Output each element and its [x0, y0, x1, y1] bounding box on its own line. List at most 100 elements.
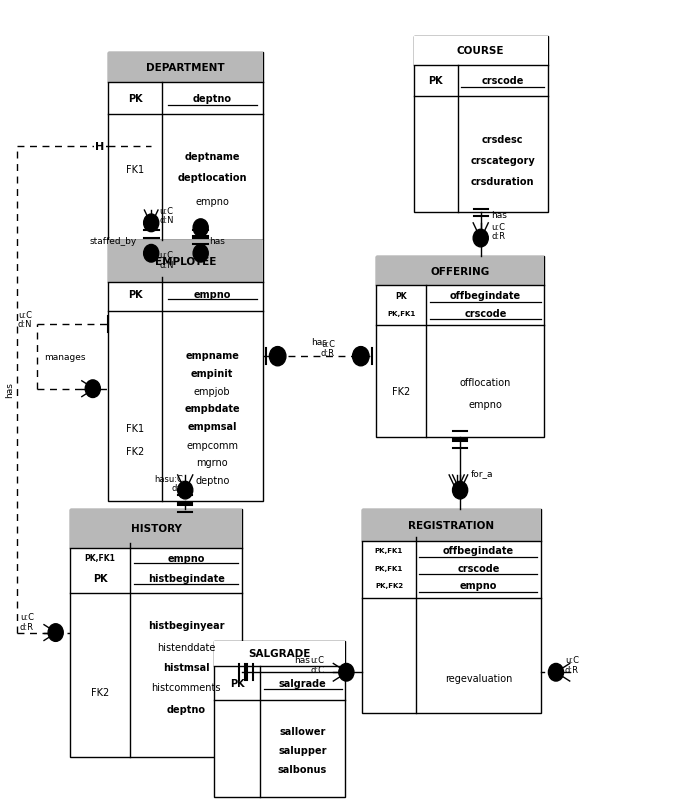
- Text: empno: empno: [168, 553, 205, 563]
- Text: PK: PK: [428, 76, 443, 87]
- Circle shape: [453, 482, 468, 500]
- Bar: [108, 54, 262, 241]
- Bar: [108, 241, 262, 501]
- Text: H: H: [95, 142, 104, 152]
- Text: crscode: crscode: [464, 309, 506, 318]
- Text: u:C: u:C: [310, 655, 324, 664]
- Text: FK2: FK2: [126, 447, 144, 456]
- Text: PK: PK: [128, 95, 142, 104]
- Text: d:N: d:N: [17, 320, 32, 329]
- Text: PK: PK: [93, 573, 108, 584]
- Text: regevaluation: regevaluation: [444, 673, 512, 683]
- Text: deptname: deptname: [184, 152, 240, 162]
- Text: u:C: u:C: [18, 310, 32, 319]
- Text: crsduration: crsduration: [471, 176, 535, 187]
- Circle shape: [339, 663, 354, 681]
- Circle shape: [269, 347, 286, 367]
- Text: histcomments: histcomments: [151, 683, 221, 692]
- Text: PK,FK1: PK,FK1: [375, 565, 403, 571]
- Text: empjob: empjob: [194, 387, 230, 397]
- Text: SALGRADE: SALGRADE: [248, 648, 311, 658]
- Text: d:C: d:C: [310, 665, 324, 674]
- Circle shape: [473, 230, 489, 248]
- Text: offbegindate: offbegindate: [450, 291, 521, 301]
- Text: empname: empname: [186, 350, 239, 360]
- Text: empno: empno: [194, 290, 231, 299]
- Text: histbegindate: histbegindate: [148, 573, 224, 584]
- Circle shape: [144, 215, 159, 233]
- Text: HISTORY: HISTORY: [130, 524, 181, 533]
- Text: histmsal: histmsal: [163, 662, 209, 672]
- Text: deptno: deptno: [195, 475, 230, 485]
- Text: empbdate: empbdate: [184, 403, 240, 414]
- Bar: [362, 509, 541, 713]
- Text: d:N: d:N: [159, 261, 174, 269]
- Text: histbeginyear: histbeginyear: [148, 621, 224, 630]
- Text: d:R: d:R: [565, 665, 579, 674]
- Text: PK,FK1: PK,FK1: [387, 310, 415, 317]
- Text: sallower: sallower: [279, 726, 326, 736]
- Circle shape: [86, 380, 100, 398]
- Text: u:C: u:C: [565, 655, 579, 664]
- Text: PK,FK1: PK,FK1: [85, 553, 116, 562]
- Text: crscode: crscode: [482, 76, 524, 87]
- Text: crscode: crscode: [457, 563, 500, 573]
- Text: deptno: deptno: [166, 705, 206, 715]
- Bar: [108, 54, 262, 83]
- Text: d:N: d:N: [159, 216, 174, 225]
- Text: u:C: u:C: [159, 206, 173, 215]
- Text: FK1: FK1: [126, 164, 144, 175]
- Text: salgrade: salgrade: [279, 678, 326, 688]
- Text: OFFERING: OFFERING: [431, 266, 490, 277]
- Text: staffed_by: staffed_by: [90, 237, 137, 245]
- Text: offlocation: offlocation: [460, 378, 511, 388]
- Bar: [376, 257, 544, 286]
- Bar: [362, 509, 541, 541]
- Bar: [215, 641, 345, 666]
- Text: salbonus: salbonus: [278, 764, 327, 774]
- Text: deptno: deptno: [193, 95, 232, 104]
- Text: FK2: FK2: [91, 687, 109, 697]
- Circle shape: [48, 624, 63, 642]
- Text: crsdesc: crsdesc: [482, 135, 524, 144]
- Text: for_a: for_a: [471, 468, 493, 477]
- Text: has: has: [311, 338, 327, 346]
- Text: has: has: [209, 237, 225, 245]
- Bar: [215, 641, 345, 796]
- Text: EMPLOYEE: EMPLOYEE: [155, 257, 216, 267]
- Text: PK,FK1: PK,FK1: [375, 548, 403, 553]
- Bar: [70, 509, 242, 549]
- Text: d:R: d:R: [491, 232, 505, 241]
- Bar: [414, 38, 548, 213]
- Bar: [376, 257, 544, 437]
- Text: d:R: d:R: [20, 622, 34, 631]
- Text: u:C: u:C: [491, 222, 505, 231]
- Text: DEPARTMENT: DEPARTMENT: [146, 63, 224, 73]
- Circle shape: [193, 245, 208, 263]
- Circle shape: [193, 220, 208, 237]
- Text: d:C: d:C: [172, 484, 186, 492]
- Circle shape: [353, 347, 369, 367]
- Text: COURSE: COURSE: [457, 47, 504, 56]
- Circle shape: [144, 245, 159, 263]
- Text: u:C: u:C: [159, 251, 173, 260]
- Text: PK: PK: [395, 292, 407, 301]
- Text: empno: empno: [195, 196, 229, 207]
- Text: histenddate: histenddate: [157, 642, 215, 653]
- Text: empinit: empinit: [191, 369, 233, 379]
- Text: deptlocation: deptlocation: [177, 172, 247, 182]
- Text: has: has: [491, 211, 507, 220]
- Bar: [414, 38, 548, 66]
- Text: FK1: FK1: [126, 423, 144, 433]
- Text: FK2: FK2: [392, 387, 411, 397]
- Text: has: has: [294, 655, 310, 664]
- Text: hasu:C: hasu:C: [155, 474, 183, 483]
- Text: mgrno: mgrno: [197, 457, 228, 468]
- Text: empmsal: empmsal: [188, 422, 237, 431]
- Text: PK,FK2: PK,FK2: [375, 582, 403, 589]
- Text: crscategory: crscategory: [471, 156, 535, 165]
- Text: salupper: salupper: [278, 745, 327, 755]
- Text: d:R: d:R: [321, 348, 335, 357]
- Text: u:C: u:C: [321, 339, 335, 348]
- Bar: [70, 509, 242, 756]
